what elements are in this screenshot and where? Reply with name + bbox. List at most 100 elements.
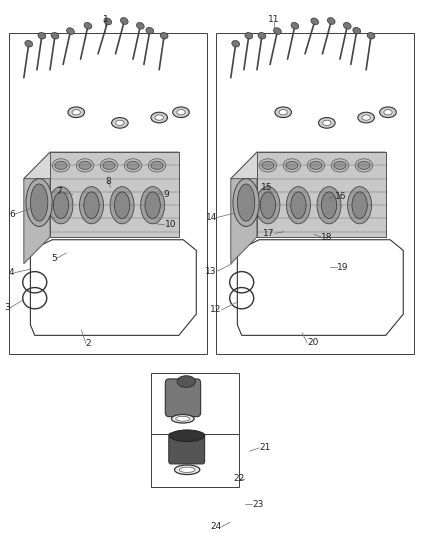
Ellipse shape <box>137 22 144 29</box>
Ellipse shape <box>311 18 318 25</box>
Text: 9: 9 <box>163 190 169 199</box>
FancyBboxPatch shape <box>169 433 205 464</box>
Ellipse shape <box>256 187 280 224</box>
Ellipse shape <box>151 161 163 169</box>
Ellipse shape <box>291 192 306 219</box>
Ellipse shape <box>380 107 396 118</box>
Ellipse shape <box>232 41 240 47</box>
Text: 12: 12 <box>210 305 222 314</box>
Text: 23: 23 <box>252 500 264 509</box>
Ellipse shape <box>323 120 331 126</box>
Ellipse shape <box>104 18 112 25</box>
Text: 6: 6 <box>9 210 14 219</box>
Ellipse shape <box>291 22 299 29</box>
Ellipse shape <box>79 161 91 169</box>
Ellipse shape <box>367 33 375 39</box>
Polygon shape <box>24 152 179 179</box>
Ellipse shape <box>331 159 349 172</box>
Ellipse shape <box>317 187 341 224</box>
Ellipse shape <box>358 161 370 169</box>
Text: 24: 24 <box>210 522 222 531</box>
Text: 21: 21 <box>259 443 271 453</box>
Polygon shape <box>231 152 257 264</box>
Ellipse shape <box>141 187 165 224</box>
Text: 8: 8 <box>105 177 111 186</box>
Ellipse shape <box>176 416 190 421</box>
Text: 22: 22 <box>233 474 244 483</box>
Text: 15: 15 <box>261 183 273 192</box>
Ellipse shape <box>103 161 115 169</box>
Bar <box>9 33 207 354</box>
Ellipse shape <box>286 161 298 169</box>
Ellipse shape <box>274 28 281 35</box>
Ellipse shape <box>328 18 335 25</box>
Ellipse shape <box>26 179 52 227</box>
Ellipse shape <box>334 161 346 169</box>
Ellipse shape <box>52 159 70 172</box>
Ellipse shape <box>72 110 81 115</box>
Text: 17: 17 <box>263 229 275 238</box>
Text: 1: 1 <box>102 15 108 24</box>
Text: 18: 18 <box>321 232 333 241</box>
Text: 5: 5 <box>51 254 57 263</box>
Polygon shape <box>50 152 179 237</box>
Ellipse shape <box>80 187 103 224</box>
Ellipse shape <box>259 159 277 172</box>
Ellipse shape <box>51 33 59 39</box>
Ellipse shape <box>160 33 168 39</box>
Ellipse shape <box>146 27 154 34</box>
Text: 4: 4 <box>9 268 14 277</box>
Bar <box>151 426 239 487</box>
Ellipse shape <box>307 159 325 172</box>
Ellipse shape <box>30 184 48 221</box>
Ellipse shape <box>260 192 276 219</box>
Ellipse shape <box>127 161 139 169</box>
Ellipse shape <box>177 110 185 115</box>
Polygon shape <box>231 152 386 179</box>
Ellipse shape <box>286 187 311 224</box>
Ellipse shape <box>321 192 337 219</box>
Ellipse shape <box>355 159 373 172</box>
Ellipse shape <box>116 120 124 126</box>
Ellipse shape <box>100 159 118 172</box>
Text: 11: 11 <box>268 15 279 24</box>
Ellipse shape <box>84 22 92 29</box>
Ellipse shape <box>170 430 205 442</box>
Ellipse shape <box>174 465 200 474</box>
Ellipse shape <box>67 28 74 35</box>
Ellipse shape <box>171 415 194 423</box>
Ellipse shape <box>352 192 367 219</box>
Text: 13: 13 <box>205 267 216 276</box>
Ellipse shape <box>148 159 166 172</box>
Text: 19: 19 <box>337 263 348 272</box>
Ellipse shape <box>233 179 259 227</box>
Ellipse shape <box>25 41 33 47</box>
Bar <box>215 33 414 354</box>
Ellipse shape <box>76 159 94 172</box>
Ellipse shape <box>155 115 163 120</box>
Ellipse shape <box>318 118 335 128</box>
Ellipse shape <box>348 187 371 224</box>
Ellipse shape <box>124 159 142 172</box>
Ellipse shape <box>258 33 266 39</box>
Ellipse shape <box>179 467 195 472</box>
Ellipse shape <box>114 192 130 219</box>
Ellipse shape <box>245 33 253 39</box>
Ellipse shape <box>283 159 300 172</box>
Ellipse shape <box>310 161 322 169</box>
Ellipse shape <box>279 110 287 115</box>
Polygon shape <box>257 152 386 237</box>
Ellipse shape <box>112 118 128 128</box>
Text: 3: 3 <box>4 303 11 312</box>
Ellipse shape <box>353 27 360 34</box>
Ellipse shape <box>173 107 189 118</box>
Ellipse shape <box>38 33 46 39</box>
FancyBboxPatch shape <box>165 379 201 417</box>
Ellipse shape <box>120 18 128 25</box>
Ellipse shape <box>55 161 67 169</box>
Ellipse shape <box>275 107 291 118</box>
Ellipse shape <box>262 161 274 169</box>
Ellipse shape <box>343 22 351 29</box>
Text: 14: 14 <box>206 213 217 222</box>
Polygon shape <box>24 152 50 264</box>
